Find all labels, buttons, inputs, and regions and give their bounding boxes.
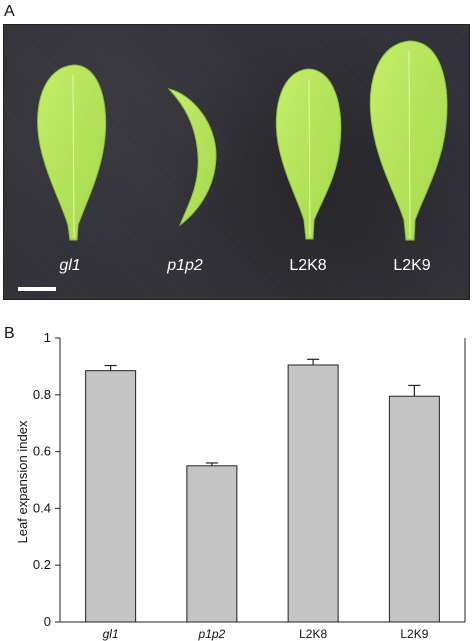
- y-axis-title: Leaf expansion index: [15, 420, 30, 543]
- y-tick-label: 0.4: [33, 500, 51, 515]
- x-tick-label-L2K9: L2K9: [400, 627, 428, 641]
- chart-y-ticks: 0 0.2 0.4 0.6 0.8 1: [33, 330, 60, 629]
- bar-L2K8: [287, 364, 339, 623]
- chart-bars: [85, 364, 440, 623]
- leaf-photograph: gl1 p1p2 L2K8 L2K9: [3, 24, 470, 300]
- y-tick-label: 1: [44, 330, 51, 345]
- bar-chart: 0 0.2 0.4 0.6 0.8 1 gl1 p1p2 L2K8 L2K9 Leaf expa…: [15, 330, 466, 641]
- bar-gl1: [85, 370, 137, 623]
- panel-a-label: A: [4, 3, 15, 20]
- scale-bar: [18, 287, 56, 291]
- chart-x-labels: gl1 p1p2 L2K8 L2K9: [103, 627, 429, 641]
- leaf-gl1-shape: [37, 64, 107, 241]
- leaf-p1p2-shape: [167, 88, 217, 227]
- leaf-L2K9-shape: [369, 40, 448, 241]
- label-L2K9: L2K9: [393, 257, 431, 274]
- x-tick-label-L2K8: L2K8: [299, 627, 327, 641]
- y-tick-label: 0.6: [33, 444, 51, 459]
- label-L2K8: L2K8: [289, 257, 327, 274]
- leaf-L2K8-shape: [275, 68, 342, 240]
- label-gl1: gl1: [59, 257, 81, 274]
- y-tick-label: 0.8: [33, 387, 51, 402]
- y-tick-label: 0: [44, 614, 51, 629]
- x-tick-label-p1p2: p1p2: [198, 627, 226, 641]
- label-p1p2: p1p2: [167, 257, 203, 274]
- x-tick-label-gl1: gl1: [103, 627, 119, 641]
- leaf-shapes: [37, 40, 448, 241]
- panel-b-label: B: [4, 325, 15, 342]
- bar-p1p2: [186, 465, 238, 623]
- y-tick-label: 0.2: [33, 557, 51, 572]
- bar-L2K9: [388, 395, 440, 623]
- chart-error-bars: [104, 358, 421, 466]
